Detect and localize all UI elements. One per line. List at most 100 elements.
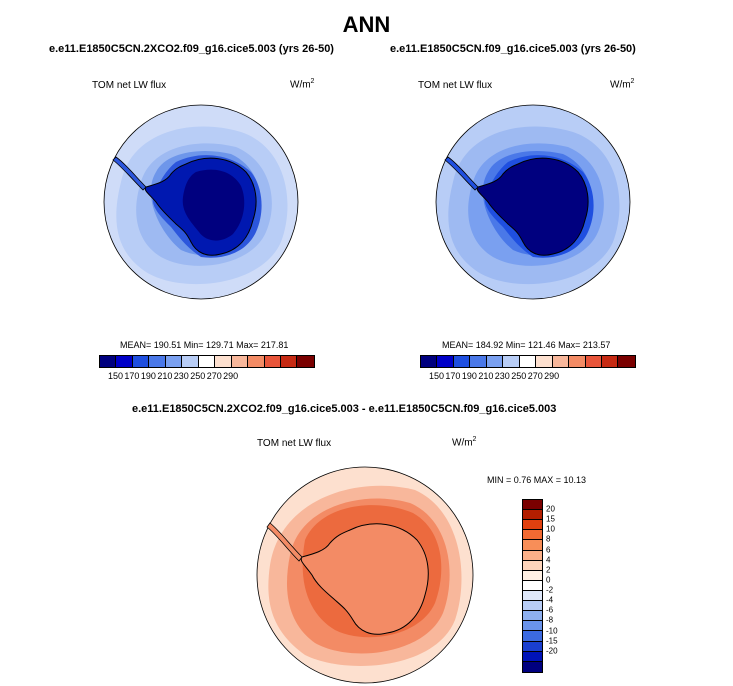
colorbar-swatch	[519, 356, 537, 367]
polar-map-diff	[256, 466, 474, 684]
colorbar-diff	[522, 499, 543, 673]
colorbar-left-ticks: 150 170 190 210 230 250 270 290	[99, 371, 313, 383]
colorbar-swatch	[523, 530, 542, 541]
diff-variable-label: TOM net LW flux	[257, 438, 332, 449]
colorbar-swatch	[618, 356, 635, 367]
colorbar-tick-label: 170	[124, 371, 140, 381]
variable-label-right: TOM net LW flux	[418, 80, 493, 91]
polar-map-left	[103, 104, 299, 300]
colorbar-swatch	[264, 356, 281, 367]
map-core	[182, 169, 245, 241]
panel-title-left: e.e11.E1850C5CN.2XCO2.f09_g16.cice5.003 …	[49, 43, 334, 55]
main-title: ANN	[342, 12, 391, 37]
colorbar-swatch	[116, 356, 133, 367]
map-peninsula	[112, 156, 147, 191]
colorbar-swatch	[470, 356, 487, 367]
colorbar-swatch	[132, 356, 150, 367]
colorbar-tick-label: 0	[546, 575, 551, 585]
colorbar-swatch	[198, 356, 216, 367]
colorbar-swatch	[437, 356, 454, 367]
units-label-right: W/m2	[610, 78, 635, 91]
map-continent-coast	[476, 157, 589, 256]
colorbar-tick-label: 15	[546, 514, 555, 524]
colorbar-swatch	[523, 661, 542, 672]
colorbar-tick-label: 250	[511, 371, 527, 381]
variable-label-left: TOM net LW flux	[92, 80, 167, 91]
colorbar-tick-label: 2	[546, 565, 551, 575]
colorbar-swatch	[453, 356, 471, 367]
colorbar-tick-label: 230	[173, 371, 189, 381]
diff-title: e.e11.E1850C5CN.2XCO2.f09_g16.cice5.003 …	[132, 403, 557, 415]
colorbar-tick-label: -4	[546, 595, 554, 605]
colorbar-tick-label: -2	[546, 585, 554, 595]
colorbar-swatch	[523, 570, 542, 581]
colorbar-tick-label: 250	[190, 371, 206, 381]
colorbar-tick-label: -6	[546, 605, 554, 615]
map-continent-coast	[300, 523, 429, 635]
units-label-left: W/m2	[290, 78, 315, 91]
colorbar-tick-label: 150	[428, 371, 444, 381]
colorbar-tick-label: 10	[546, 524, 555, 534]
colorbar-swatch	[569, 356, 586, 367]
colorbar-tick-label: 4	[546, 555, 551, 565]
colorbar-tick-label: 270	[527, 371, 543, 381]
colorbar-swatch	[523, 560, 542, 571]
colorbar-tick-label: 190	[140, 371, 156, 381]
colorbar-swatch	[523, 641, 542, 652]
colorbar-swatch	[523, 590, 542, 602]
colorbar-tick-label: 8	[546, 534, 551, 544]
colorbar-tick-label: 290	[223, 371, 239, 381]
colorbar-swatch	[523, 621, 542, 632]
colorbar-tick-label: 170	[445, 371, 461, 381]
colorbar-swatch	[523, 631, 542, 642]
colorbar-swatch	[523, 540, 542, 551]
colorbar-swatch	[231, 356, 249, 367]
diff-stats: MIN = 0.76 MAX = 10.13	[487, 475, 587, 485]
colorbar-tick-label: 230	[494, 371, 510, 381]
colorbar-swatch	[523, 500, 542, 511]
stats-right: MEAN= 184.92 Min= 121.46 Max= 213.57	[442, 340, 611, 350]
colorbar-swatch	[552, 356, 570, 367]
colorbar-tick-label: 210	[157, 371, 173, 381]
panel-title-right: e.e11.E1850C5CN.f09_g16.cice5.003 (yrs 2…	[390, 43, 636, 55]
colorbar-tick-label: -15	[546, 636, 558, 646]
colorbar-right	[420, 355, 636, 368]
colorbar-swatch	[421, 356, 438, 367]
colorbar-swatch	[523, 580, 542, 591]
diff-units-label: W/m2	[452, 436, 477, 449]
colorbar-swatch	[215, 356, 232, 367]
colorbar-swatch	[149, 356, 166, 367]
colorbar-tick-label: 210	[478, 371, 494, 381]
colorbar-swatch	[280, 356, 298, 367]
colorbar-swatch	[503, 356, 520, 367]
colorbar-swatch	[523, 520, 542, 531]
colorbar-swatch	[536, 356, 553, 367]
colorbar-swatch	[523, 601, 542, 612]
colorbar-swatch	[297, 356, 314, 367]
colorbar-swatch	[523, 651, 542, 662]
colorbar-tick-label: 290	[544, 371, 560, 381]
colorbar-tick-label: 6	[546, 545, 551, 555]
colorbar-swatch	[248, 356, 265, 367]
colorbar-tick-label: 150	[107, 371, 123, 381]
colorbar-swatch	[523, 510, 542, 521]
colorbar-swatch	[523, 611, 542, 622]
colorbar-left	[99, 355, 315, 368]
map-peninsula	[266, 522, 303, 562]
colorbar-swatch	[165, 356, 183, 367]
colorbar-swatch	[523, 550, 542, 561]
polar-map-right	[435, 104, 631, 300]
colorbar-tick-label: 270	[206, 371, 222, 381]
map-peninsula	[444, 156, 479, 191]
colorbar-swatch	[100, 356, 117, 367]
colorbar-swatch	[486, 356, 504, 367]
colorbar-right-ticks: 150 170 190 210 230 250 270 290	[420, 371, 634, 383]
colorbar-tick-label: -10	[546, 626, 558, 636]
colorbar-tick-label: 190	[461, 371, 477, 381]
colorbar-diff-ticks: 20 15 10 8 6 4 2 0 -2 -4 -6 -8 -10 -15 -20	[546, 499, 576, 671]
colorbar-tick-label: 20	[546, 504, 555, 514]
colorbar-tick-label: -8	[546, 615, 554, 625]
colorbar-tick-label: -20	[546, 646, 558, 656]
colorbar-swatch	[601, 356, 619, 367]
colorbar-swatch	[585, 356, 602, 367]
